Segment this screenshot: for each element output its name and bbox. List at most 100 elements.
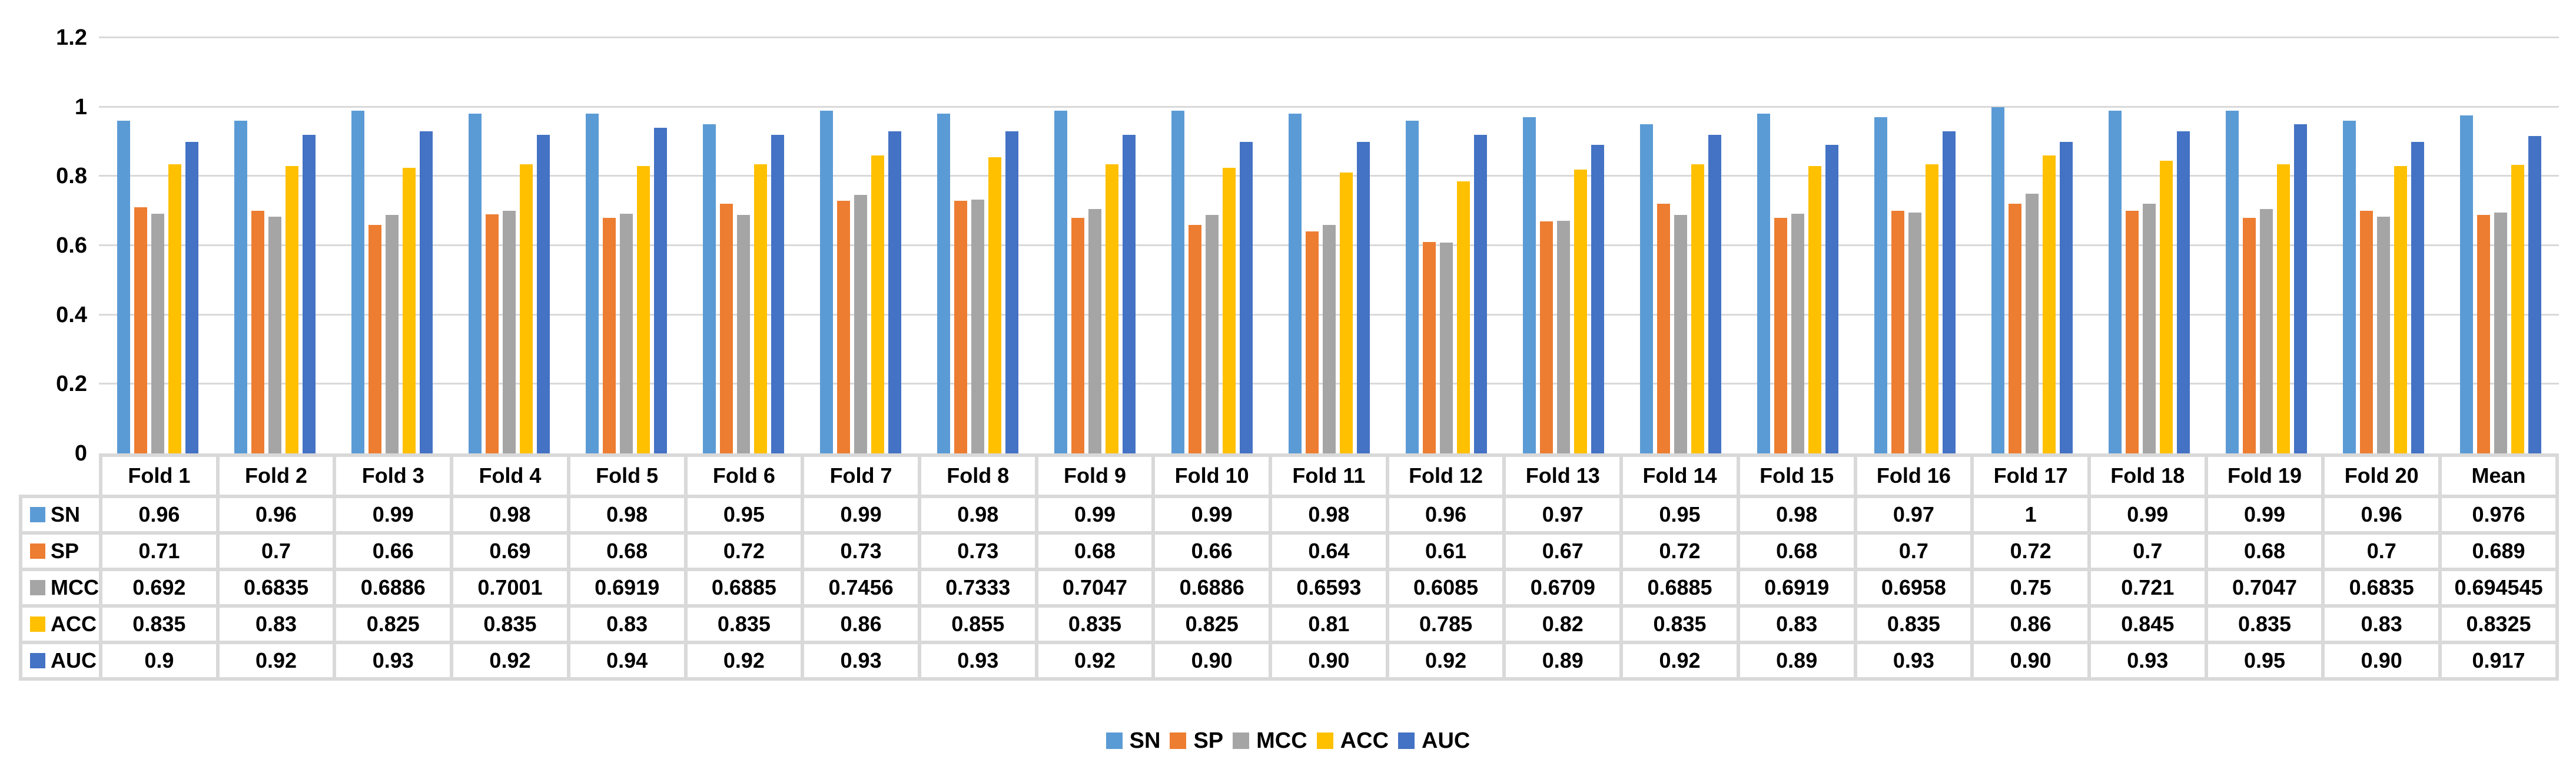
table-cell-mcc-fold-2: 0.6835 xyxy=(215,568,337,608)
table-row-label-text-mcc: MCC xyxy=(51,575,99,599)
table-cell-sn-fold-19: 0.99 xyxy=(2204,495,2325,535)
table-cell-auc-fold-10: 0.90 xyxy=(1151,641,1273,681)
table-cell-sp-fold-12: 0.61 xyxy=(1385,531,1506,571)
table-cell-acc-fold-16: 0.835 xyxy=(1853,604,1974,644)
legend-item-mcc: MCC xyxy=(1233,728,1307,754)
table-cell-mcc-fold-19: 0.7047 xyxy=(2204,568,2325,608)
table-col-header-fold-3: Fold 3 xyxy=(333,453,454,498)
table-cell-sn-fold-9: 0.99 xyxy=(1034,495,1156,535)
bar-sn-fold-2 xyxy=(234,121,247,453)
legend-item-sn: SN xyxy=(1106,728,1161,754)
bar-sp-fold-4 xyxy=(485,214,499,453)
bar-group-fold-19 xyxy=(2207,38,2325,453)
table-cell-auc-fold-15: 0.89 xyxy=(1736,641,1857,681)
table-col-header-fold-17: Fold 17 xyxy=(1970,453,2091,498)
table-cell-acc-fold-12: 0.785 xyxy=(1385,604,1506,644)
bar-sp-fold-8 xyxy=(954,200,967,453)
table-cell-auc-fold-9: 0.92 xyxy=(1034,641,1156,681)
table-cell-mcc-fold-3: 0.6886 xyxy=(333,568,454,608)
bar-sn-fold-19 xyxy=(2225,110,2239,453)
bar-sn-fold-18 xyxy=(2108,110,2122,453)
table-row-label-cell-mcc: MCC xyxy=(19,568,102,608)
bar-acc-mean xyxy=(2511,165,2524,453)
bar-auc-fold-2 xyxy=(302,134,316,453)
table-cell-acc-fold-14: 0.835 xyxy=(1619,604,1740,644)
table-cell-sn-fold-11: 0.98 xyxy=(1269,495,1389,535)
table-cell-sn-fold-8: 0.98 xyxy=(917,495,1038,535)
bar-acc-fold-13 xyxy=(1574,169,1587,453)
bar-group-fold-11 xyxy=(1270,38,1387,453)
legend-swatch-auc-icon xyxy=(1398,732,1415,749)
table-cell-sn-fold-18: 0.99 xyxy=(2087,495,2208,535)
table-cell-auc-fold-20: 0.90 xyxy=(2321,641,2442,681)
table-cell-auc-fold-6: 0.92 xyxy=(683,641,805,681)
bar-sp-fold-15 xyxy=(1774,217,1787,453)
bar-auc-fold-9 xyxy=(1122,134,1136,453)
table-cell-sn-fold-6: 0.95 xyxy=(683,495,805,535)
legend-label-mcc: MCC xyxy=(1256,728,1307,753)
bar-sn-fold-3 xyxy=(351,110,364,453)
bar-sn-fold-6 xyxy=(702,124,716,453)
bar-sn-fold-20 xyxy=(2342,121,2356,453)
table-row-label-cell-sn: SN xyxy=(19,495,102,535)
table-cell-sp-fold-13: 0.67 xyxy=(1502,531,1624,571)
table-col-header-fold-13: Fold 13 xyxy=(1502,453,1624,498)
table-row-label-text-acc: ACC xyxy=(51,612,97,636)
bar-auc-mean xyxy=(2528,135,2541,453)
table-col-header-fold-16: Fold 16 xyxy=(1853,453,1974,498)
table-cell-auc-fold-14: 0.92 xyxy=(1619,641,1740,681)
bar-mcc-fold-15 xyxy=(1791,213,1804,453)
table-cell-mcc-fold-18: 0.721 xyxy=(2087,568,2208,608)
bar-mcc-fold-9 xyxy=(1088,209,1101,453)
table-cell-sn-fold-7: 0.99 xyxy=(801,495,921,535)
table-row-label-cell-sp: SP xyxy=(19,531,102,571)
bar-sp-fold-11 xyxy=(1305,231,1319,453)
table-cell-acc-fold-2: 0.83 xyxy=(215,604,337,644)
table-cell-sn-fold-12: 0.96 xyxy=(1385,495,1506,535)
table-cell-sn-mean: 0.976 xyxy=(2438,495,2559,535)
table-cell-sp-fold-20: 0.7 xyxy=(2321,531,2442,571)
table-cell-acc-fold-1: 0.835 xyxy=(99,604,220,644)
legend-label-sn: SN xyxy=(1129,728,1161,753)
bar-sn-fold-16 xyxy=(1874,117,1887,453)
bar-sp-fold-14 xyxy=(1657,204,1670,453)
bar-sn-fold-5 xyxy=(585,114,599,453)
y-tick-label-1.2: 1.2 xyxy=(56,25,87,50)
table-cell-auc-mean: 0.917 xyxy=(2438,641,2559,681)
bar-auc-fold-1 xyxy=(185,141,198,453)
bar-acc-fold-10 xyxy=(1222,167,1236,453)
table-cell-sn-fold-4: 0.98 xyxy=(450,495,570,535)
table-cell-sp-fold-19: 0.68 xyxy=(2204,531,2325,571)
bar-group-fold-20 xyxy=(2325,38,2442,453)
bar-group-fold-18 xyxy=(2090,38,2207,453)
table-body: SN 0.96 0.96 0.99 0.98 0.98 0.95 0.99 0.98 0.99 0.… xyxy=(19,495,2559,681)
bar-sn-fold-7 xyxy=(819,110,833,453)
bar-group-fold-13 xyxy=(1505,38,1622,453)
table-row-label-sn: SN xyxy=(24,502,97,527)
bar-mcc-mean xyxy=(2494,213,2507,453)
y-tick-label-0.6: 0.6 xyxy=(56,233,87,258)
legend: SN SP MCC ACC AUC xyxy=(0,722,2576,760)
table-cell-acc-fold-13: 0.82 xyxy=(1502,604,1624,644)
legend-item-acc: ACC xyxy=(1316,728,1389,754)
table-row-sp: SP 0.71 0.7 0.66 0.69 0.68 0.72 0.73 0.73 0.68 0.6… xyxy=(19,531,2559,571)
table-cell-auc-fold-16: 0.93 xyxy=(1853,641,1974,681)
bar-group-fold-7 xyxy=(802,38,919,453)
legend-swatch-sp-icon xyxy=(1170,732,1187,749)
bar-sp-fold-7 xyxy=(836,200,850,453)
bar-mcc-fold-11 xyxy=(1322,225,1336,453)
table-cell-mcc-fold-9: 0.7047 xyxy=(1034,568,1156,608)
bar-sn-fold-12 xyxy=(1405,121,1419,453)
data-table: Fold 1 Fold 2 Fold 3 Fold 4 Fold 5 Fold 6 Fold… xyxy=(19,453,2559,681)
bar-sn-fold-11 xyxy=(1288,114,1302,453)
bar-mcc-fold-6 xyxy=(736,214,750,453)
table-row-label-text-auc: AUC xyxy=(51,648,97,672)
bar-sp-fold-13 xyxy=(1539,221,1553,453)
table-cell-sp-mean: 0.689 xyxy=(2438,531,2559,571)
bar-auc-fold-8 xyxy=(1005,131,1018,453)
table-col-header-fold-6: Fold 6 xyxy=(683,453,805,498)
table-cell-mcc-fold-17: 0.75 xyxy=(1970,568,2091,608)
table-cell-sp-fold-9: 0.68 xyxy=(1034,531,1156,571)
bar-acc-fold-12 xyxy=(1456,181,1470,453)
bar-auc-fold-17 xyxy=(2059,141,2073,453)
